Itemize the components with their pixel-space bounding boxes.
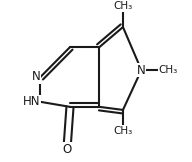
Text: CH₃: CH₃	[113, 1, 133, 11]
Text: CH₃: CH₃	[158, 65, 177, 75]
Text: N: N	[137, 64, 146, 76]
Text: N: N	[32, 70, 41, 83]
Text: CH₃: CH₃	[113, 126, 133, 136]
Text: HN: HN	[23, 95, 41, 108]
Text: O: O	[63, 143, 72, 156]
